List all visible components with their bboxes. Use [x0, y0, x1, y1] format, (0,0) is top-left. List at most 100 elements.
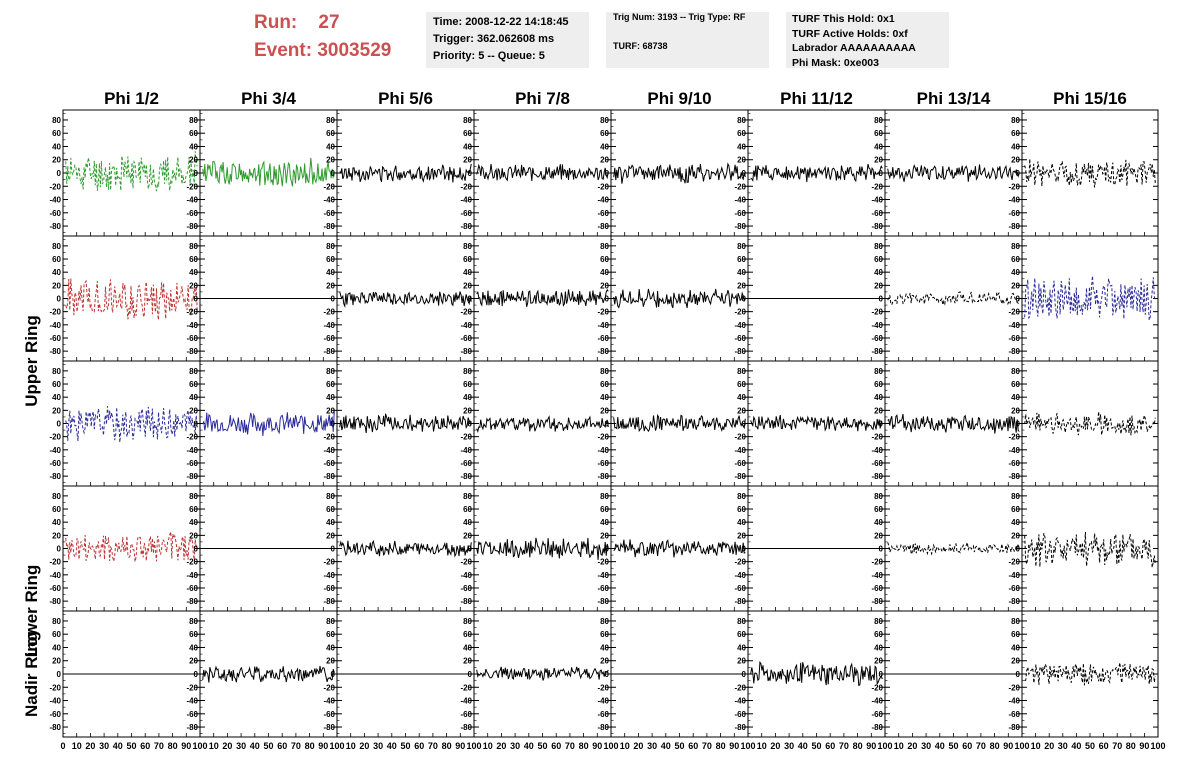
x-tick-label: 20 — [496, 741, 506, 751]
turf-text: TURF: 68738 — [613, 41, 668, 51]
y-tick-label: 60 — [600, 129, 609, 138]
y-tick-label: -80 — [597, 723, 609, 732]
x-tick-label: 90 — [729, 741, 739, 751]
y-tick-label: 60 — [874, 630, 883, 639]
y-tick-label: 0 — [879, 295, 884, 304]
y-tick-label: 60 — [600, 505, 609, 514]
y-tick-label: 60 — [326, 255, 335, 264]
y-tick-label: 20 — [874, 156, 883, 165]
trig-num-text: Trig Num: 3193 -- Trig Type: RF — [613, 12, 746, 22]
x-tick-label: 80 — [853, 741, 863, 751]
y-tick-label: -60 — [323, 209, 335, 218]
waveform-trace — [750, 661, 883, 687]
y-tick-label: 20 — [52, 657, 61, 666]
y-tick-label: 0 — [194, 420, 199, 429]
y-tick-label: -20 — [323, 558, 335, 567]
y-tick-label: -20 — [460, 308, 472, 317]
y-tick-label: 40 — [1011, 142, 1020, 151]
y-tick-label: 60 — [326, 630, 335, 639]
y-tick-label: 20 — [189, 657, 198, 666]
x-tick-label: 60 — [414, 741, 424, 751]
y-tick-label: -60 — [323, 334, 335, 343]
y-tick-label: 60 — [189, 505, 198, 514]
y-tick-label: -20 — [49, 558, 61, 567]
waveform-trace — [476, 415, 609, 433]
y-tick-label: -80 — [460, 347, 472, 356]
y-tick-label: 0 — [879, 670, 884, 679]
y-tick-label: -40 — [871, 571, 883, 580]
y-tick-label: 0 — [742, 545, 747, 554]
turf-info-box: TURF This Hold: 0x1 TURF Active Holds: 0… — [786, 12, 949, 69]
y-tick-label: 20 — [326, 657, 335, 666]
y-tick-label: 0 — [605, 670, 610, 679]
x-tick-label: 80 — [990, 741, 1000, 751]
column-title: Phi 15/16 — [1053, 89, 1127, 108]
y-tick-label: -40 — [1008, 196, 1020, 205]
y-tick-label: 0 — [742, 420, 747, 429]
y-tick-label: 40 — [463, 142, 472, 151]
y-tick-label: 80 — [326, 367, 335, 376]
y-tick-label: 60 — [189, 129, 198, 138]
y-tick-label: 0 — [57, 295, 62, 304]
y-tick-label: -80 — [871, 723, 883, 732]
y-tick-label: -80 — [871, 347, 883, 356]
y-tick-label: -20 — [1008, 558, 1020, 567]
y-tick-label: -80 — [186, 597, 198, 606]
panel-frame — [884, 235, 1023, 362]
y-tick-label: -20 — [323, 308, 335, 317]
y-tick-label: -20 — [597, 182, 609, 191]
y-tick-label: -60 — [186, 710, 198, 719]
y-tick-label: -60 — [460, 459, 472, 468]
y-tick-label: -80 — [460, 222, 472, 231]
run-label-text: Run: — [254, 12, 298, 33]
y-tick-label: 20 — [600, 281, 609, 290]
y-tick-label: 40 — [600, 268, 609, 277]
y-tick-label: 20 — [1011, 657, 1020, 666]
y-tick-label: 60 — [600, 380, 609, 389]
x-tick-label: 10 — [72, 741, 82, 751]
y-tick-label: -40 — [323, 697, 335, 706]
waveform-trace — [1024, 158, 1156, 188]
y-tick-label: 0 — [468, 670, 473, 679]
y-tick-label: 0 — [468, 295, 473, 304]
y-tick-label: -80 — [871, 222, 883, 231]
y-tick-label: -60 — [49, 710, 61, 719]
y-tick-label: 60 — [52, 630, 61, 639]
y-tick-label: 20 — [326, 156, 335, 165]
waveform-trace — [65, 151, 198, 192]
y-tick-label: 80 — [600, 617, 609, 626]
y-tick-label: 60 — [1011, 255, 1020, 264]
x-tick-label: 60 — [140, 741, 150, 751]
y-tick-label: -40 — [871, 446, 883, 455]
x-tick-label: 70 — [839, 741, 849, 751]
y-tick-label: -20 — [734, 558, 746, 567]
y-tick-label: 60 — [52, 255, 61, 264]
x-tick-label: 100 — [603, 741, 618, 751]
waveform-trace — [613, 288, 746, 309]
y-tick-label: 80 — [52, 617, 61, 626]
y-tick-label: -40 — [597, 196, 609, 205]
y-tick-label: -60 — [1008, 209, 1020, 218]
x-tick-label: 90 — [592, 741, 602, 751]
y-tick-label: 20 — [737, 657, 746, 666]
y-tick-label: 60 — [600, 630, 609, 639]
x-tick-label: 60 — [1099, 741, 1109, 751]
y-tick-label: 60 — [737, 255, 746, 264]
y-tick-label: 40 — [874, 518, 883, 527]
y-tick-label: 60 — [874, 255, 883, 264]
x-tick-label: 80 — [305, 741, 315, 751]
y-tick-label: -40 — [460, 321, 472, 330]
y-tick-label: 20 — [1011, 406, 1020, 415]
y-tick-label: 0 — [468, 169, 473, 178]
y-tick-label: 0 — [194, 670, 199, 679]
y-tick-label: -40 — [460, 196, 472, 205]
labrador-text: Labrador AAAAAAAAAA — [792, 42, 916, 54]
y-tick-label: 80 — [874, 492, 883, 501]
y-tick-label: 80 — [189, 617, 198, 626]
time-text: Time: 2008-12-22 14:18:45 — [433, 16, 569, 28]
y-tick-label: 20 — [737, 531, 746, 540]
y-tick-label: 40 — [52, 268, 61, 277]
y-tick-label: -40 — [186, 446, 198, 455]
x-tick-label: 90 — [181, 741, 191, 751]
y-tick-label: 20 — [463, 281, 472, 290]
